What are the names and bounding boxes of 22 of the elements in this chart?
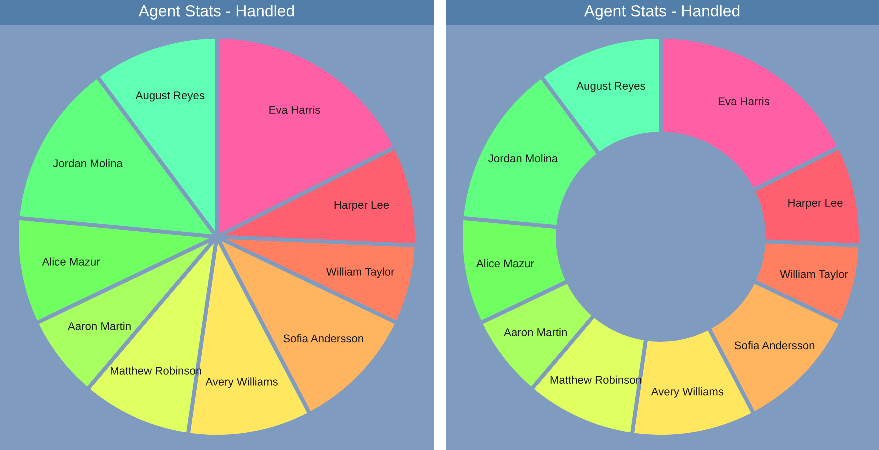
chart-title: Agent Stats - Handled	[584, 5, 740, 20]
slice-label: Sofia Andersson	[284, 334, 364, 343]
slice-label: Aaron Martin	[504, 328, 567, 336]
slice-label: Matthew Robinson	[550, 376, 642, 384]
slice-label: William Taylor	[780, 270, 848, 281]
slice-label: Matthew Robinson	[111, 366, 202, 375]
slice-label: Sofia Andersson	[734, 341, 815, 350]
chart-title: Agent Stats - Handled	[138, 5, 294, 20]
slice-label: Alice Mazur	[42, 258, 100, 266]
slice-label: Harper Lee	[788, 199, 843, 210]
slice-label: Alice Mazur	[476, 259, 534, 268]
slice-label: William Taylor	[326, 268, 395, 278]
slice-label: August Reyes	[576, 82, 646, 92]
slice-label: Eva Harris	[270, 106, 320, 114]
slice-label: Eva Harris	[718, 97, 770, 106]
slice-label: Avery Williams	[651, 388, 724, 398]
slice-label: Harper Lee	[334, 201, 390, 212]
slice-label: Jordan Molina	[488, 154, 558, 163]
slice-label: Aaron Martin	[68, 322, 131, 330]
slice-label: August Reyes	[136, 92, 205, 102]
slice-label: Avery Williams	[206, 378, 278, 388]
slice-label: Jordan Molina	[53, 159, 123, 168]
